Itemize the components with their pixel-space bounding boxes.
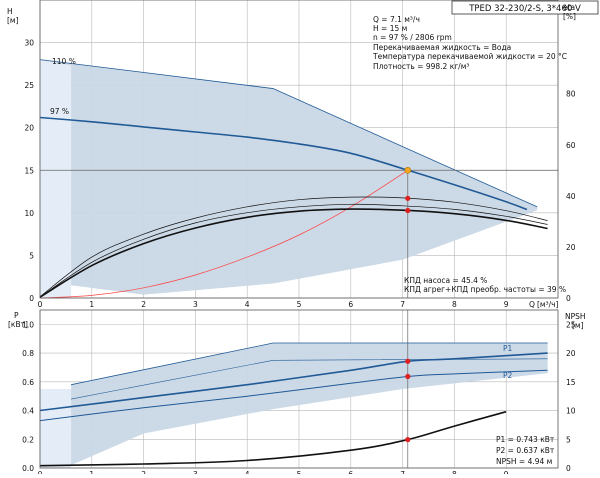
y2-axis-unit-npsh: [м] [572,321,584,330]
efficiency-curve [39,203,548,298]
eff-line-total: КПД агрег+КПД преобр. частоты = 39 % [404,285,566,294]
info-line-density: Плотность = 998.2 кг/м³ [373,62,469,71]
y-tick-label: 0.4 [22,407,34,416]
y-tick-label: 30 [24,39,34,48]
curve-label-p2: P2 [503,371,513,380]
plot-frame [39,0,559,299]
x-axis-unit-q: [м³/ч] [537,300,559,309]
x-tick-label: 8 [452,470,457,474]
x-tick-label: 1 [89,470,94,474]
y2-tick-label: 15 [566,378,576,387]
curve-label-97: 97 % [50,107,69,116]
power-line-p1: P1 = 0.743 кВт [496,435,555,444]
y-axis-unit-p: [кВт] [8,320,28,329]
y-tick-label: 1.0 [22,320,34,329]
y-tick-label: 10 [24,209,34,218]
y-tick-label: 0.8 [22,349,34,358]
power-curve-p1 [39,352,548,412]
info-line-n: n = 97 % / 2806 rpm [373,33,452,42]
x-tick-label: 1 [89,300,94,309]
power-line-p2: P2 = 0.637 кВт [496,446,555,455]
system-curve [39,170,408,299]
title-box [451,0,599,15]
low-flow-region-bottom [40,389,72,468]
axes: 0123456789051015202530020406080012345678… [22,0,576,478]
y2-tick-label: 0 [566,294,571,303]
info-line-liquid: Перекачиваемая жидкость = Вода [373,43,511,52]
y-tick-label: 0 [29,294,34,303]
power-point-p1 [405,358,411,364]
y2-tick-label: 80 [566,90,576,99]
operating-band-top [40,59,538,295]
plot-frame [39,309,559,469]
y2-tick-label: 60 [566,141,576,150]
y2-tick-label: 40 [566,192,576,201]
x-tick-label: 9 [504,470,509,474]
x-axis-label-q: Q [529,300,535,309]
x-tick-label: 4 [245,470,250,474]
y-tick-label: 5 [29,251,34,260]
y-axis-label-h: H [7,7,13,16]
x-tick-label: 9 [504,300,509,309]
x-tick-label: 8 [452,300,457,309]
y2-tick-label: 20 [566,243,576,252]
y2-axis-label-npsh: NPSH [565,312,586,321]
y-tick-label: 20 [24,124,34,133]
x-tick-label: 0 [38,470,43,474]
operating-range-bands [39,59,548,468]
x-tick-label: 0 [38,300,43,309]
x-tick-label: 3 [193,470,198,474]
operating-point-marker [404,166,412,174]
max-power-curve [70,342,548,386]
efficiency-curve [39,196,548,297]
info-line-h: H = 15 м [373,24,407,33]
y2-tick-label: 5 [566,435,571,444]
y2-tick-label: 10 [566,407,576,416]
y2-axis-label-eta: eta [563,3,575,12]
efficiency-point-pump [405,195,411,201]
npsh-curve [39,410,507,467]
curve-label-110: 110 % [52,57,76,66]
efficiency-point-total [405,207,411,214]
low-flow-region-top [40,59,72,298]
y2-axis-unit-eta: [%] [563,12,576,21]
efficiency-curve [39,208,548,298]
curve-label-p1: P1 [503,344,513,353]
x-tick-label: 5 [297,300,302,309]
x-tick-label: 2 [141,300,146,309]
y-tick-label: 15 [24,166,34,175]
x-tick-label: 3 [193,300,198,309]
info-line-temp: Температура перекачиваемой жидкости = 20… [372,52,567,61]
info-line-q: Q = 7.1 м³/ч [373,15,420,24]
y-tick-label: 0.2 [22,435,34,444]
eff-line-pump: КПД насоса = 45.4 % [404,276,487,285]
x-tick-label: 2 [141,470,146,474]
power-point-p2 [405,373,411,380]
curves [39,116,548,467]
y2-tick-label: 20 [566,349,576,358]
x-tick-label: 7 [400,300,405,309]
x-tick-label: 7 [400,470,405,474]
operating-band-bottom [71,343,548,466]
x-tick-label: 6 [348,470,353,474]
y2-tick-label: 0 [566,464,571,473]
x-tick-label: 5 [297,470,302,474]
y-axis-unit-h: [м] [7,16,19,25]
y-tick-label: 0.0 [22,464,34,473]
y2-tick-label: 25 [566,320,576,329]
markers [40,166,558,468]
y-tick-label: 0.6 [22,378,34,387]
title: TPED 32-230/2-S, 3*460 V [468,4,581,14]
head-curve-97 [39,116,528,211]
x-tick-label: 4 [245,300,250,309]
power-curve-p2 [39,369,548,422]
x-tick-label: 6 [348,300,353,309]
y-axis-label-p: P [14,311,19,320]
y-tick-label: 25 [24,81,34,90]
npsh-point [405,437,411,443]
max-speed-curve-110 [39,59,538,208]
power-line-npsh: NPSH = 4.94 м [496,457,552,466]
